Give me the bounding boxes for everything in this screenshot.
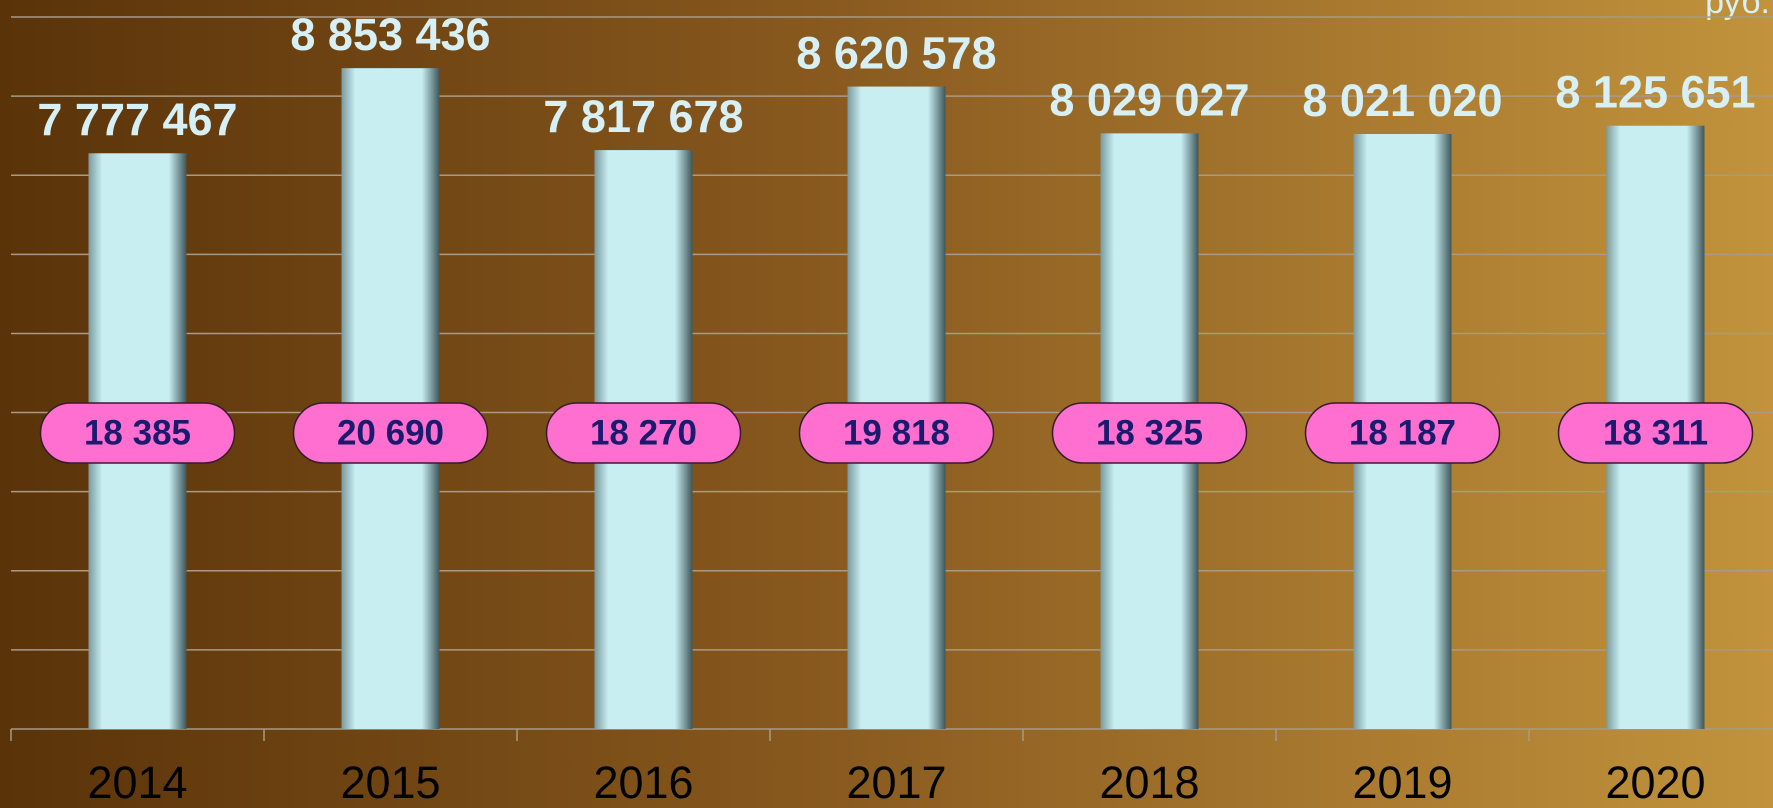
secondary-value-pill	[1304, 402, 1501, 464]
unit-annotation: руб.	[1705, 0, 1770, 21]
secondary-value-pill	[798, 402, 995, 464]
secondary-value-label: 18 187	[1349, 413, 1456, 452]
bar-value-label: 7 777 467	[37, 94, 237, 145]
x-tick-label: 2015	[340, 757, 440, 808]
bar-value-label: 8 853 436	[290, 9, 490, 60]
secondary-value-label: 19 818	[843, 413, 950, 452]
x-tick-label: 2016	[593, 757, 693, 808]
x-tick-label: 2017	[846, 757, 946, 808]
bar	[341, 68, 440, 730]
bar-value-label: 8 125 651	[1555, 67, 1755, 118]
x-tick-label: 2018	[1099, 757, 1199, 808]
secondary-value-pill	[1051, 402, 1248, 464]
secondary-value-pill	[1557, 402, 1754, 464]
x-tick-label: 2014	[87, 757, 187, 808]
secondary-value-pill	[545, 402, 742, 464]
bar-value-label: 7 817 678	[543, 91, 743, 142]
x-tick-label: 2020	[1605, 757, 1705, 808]
secondary-value-label: 18 385	[84, 413, 191, 452]
bar-value-label: 8 620 578	[796, 27, 996, 78]
secondary-value-pill	[39, 402, 236, 464]
secondary-value-label: 18 270	[590, 413, 697, 452]
secondary-value-label: 20 690	[337, 413, 444, 452]
secondary-value-label: 18 325	[1096, 413, 1203, 452]
bar-value-label: 8 021 020	[1302, 75, 1502, 126]
secondary-value-label: 18 311	[1603, 413, 1708, 452]
bar-value-label: 8 029 027	[1049, 74, 1249, 125]
x-tick-label: 2019	[1352, 757, 1452, 808]
secondary-value-pill	[292, 402, 489, 464]
